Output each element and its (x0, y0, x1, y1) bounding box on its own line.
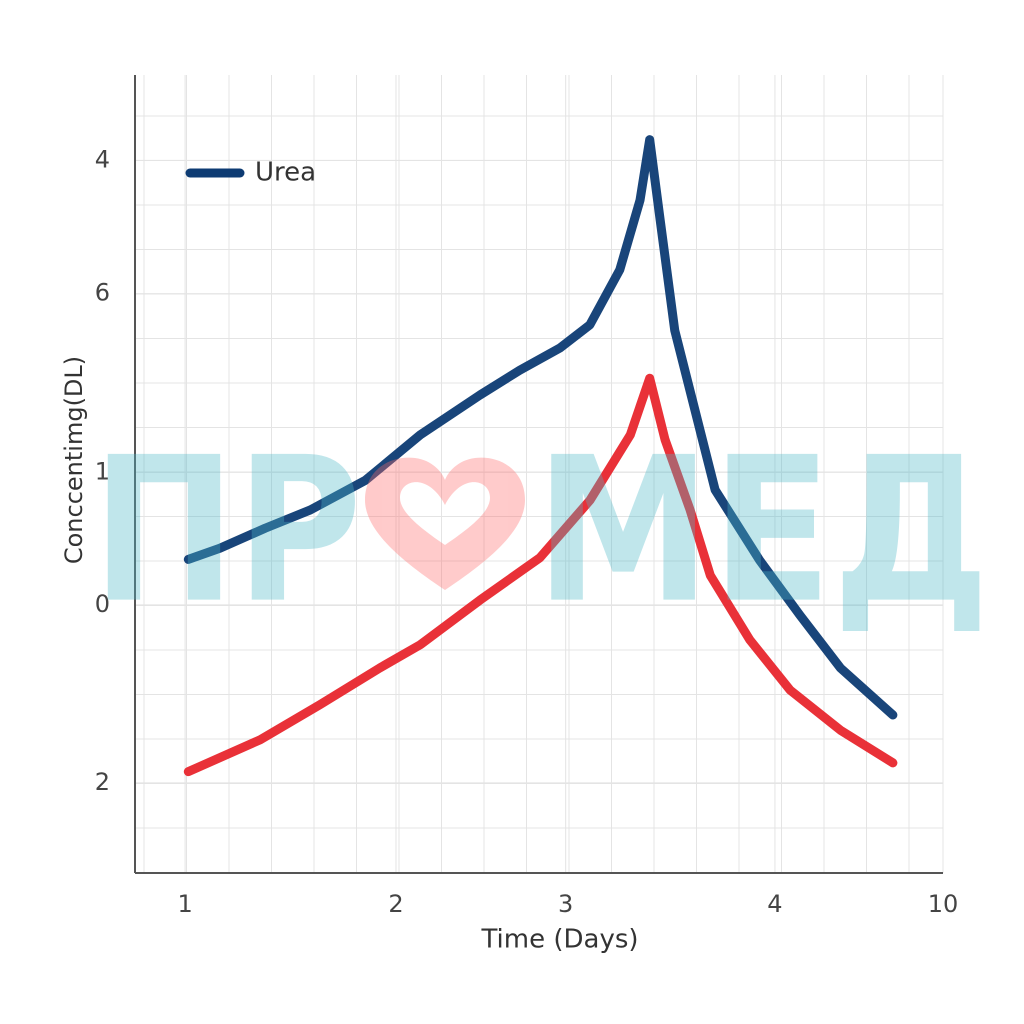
y-tick-label: 2 (95, 768, 110, 796)
watermark-text: ПР (92, 415, 362, 648)
y-tick-label: 0 (95, 590, 110, 618)
y-axis-label: Conccentimg(DL) (60, 356, 88, 564)
line-series (183, 373, 898, 777)
y-tick-label: 4 (95, 145, 110, 173)
watermark-heart (365, 457, 525, 590)
line-series (183, 135, 898, 720)
y-tick-label: 6 (95, 279, 110, 307)
x-tick-label: 2 (388, 890, 403, 918)
x-tick-label: 10 (928, 890, 959, 918)
y-tick-label: 1 (95, 457, 110, 485)
watermark: ПР МЕД (92, 415, 990, 648)
x-tick-label: 1 (177, 890, 192, 918)
legend-label: Urea (255, 158, 316, 188)
watermark-text: МЕД (535, 415, 990, 648)
x-tick-label: 4 (767, 890, 782, 918)
x-axis-label: Time (Days) (480, 925, 638, 955)
x-tick-label: 3 (558, 890, 573, 918)
